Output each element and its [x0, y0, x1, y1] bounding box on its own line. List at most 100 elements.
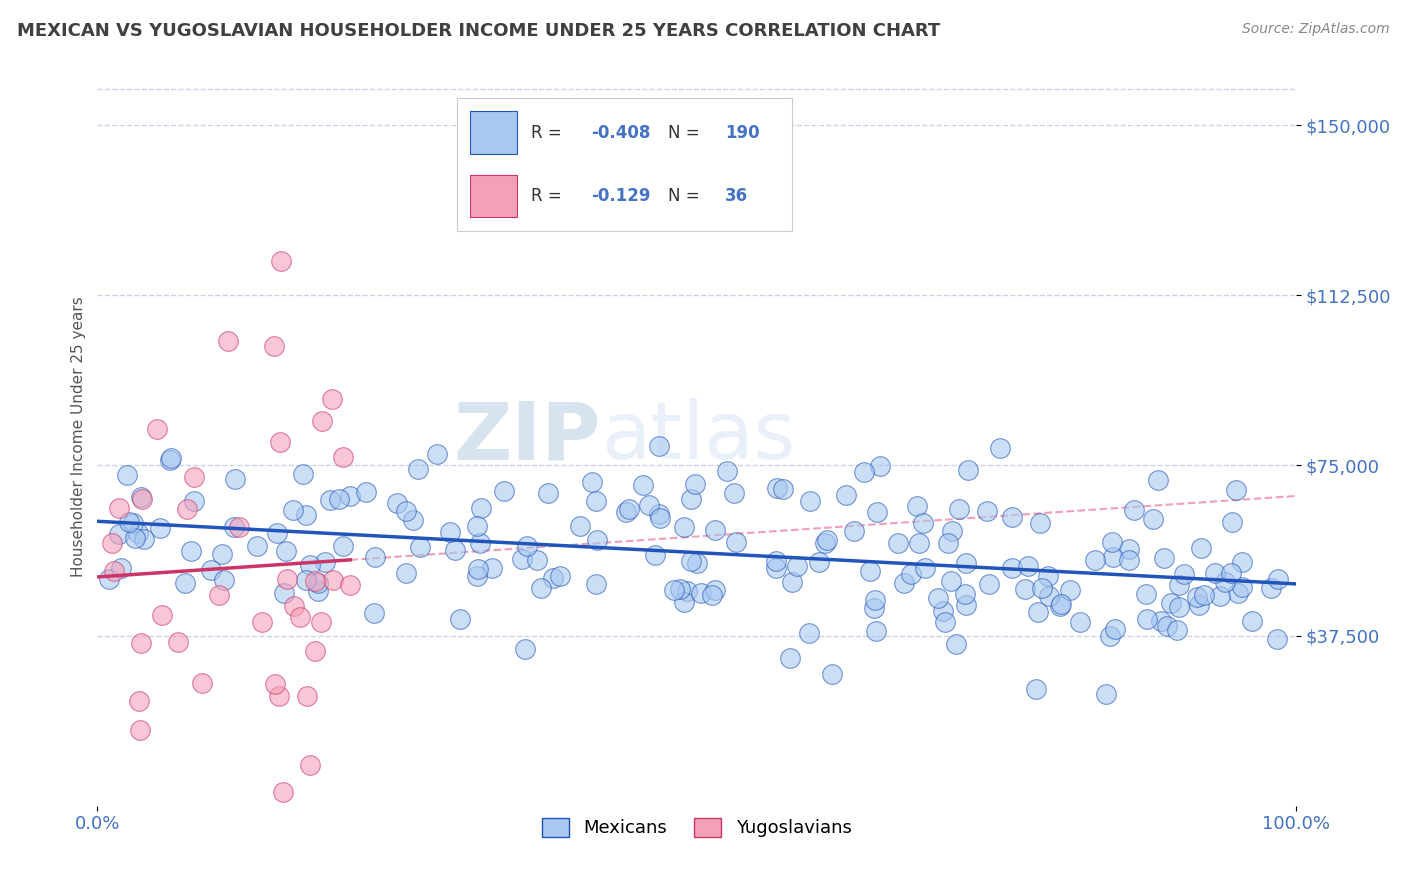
- Point: [676, 584, 699, 599]
- Point: [683, 476, 706, 491]
- Point: [568, 519, 591, 533]
- Point: [700, 588, 723, 602]
- Point: [815, 533, 838, 547]
- Point: [526, 553, 548, 567]
- Point: [321, 392, 343, 407]
- Point: [797, 625, 820, 640]
- Point: [1156, 619, 1178, 633]
- Point: [765, 554, 787, 568]
- Point: [821, 667, 844, 681]
- Point: [948, 502, 970, 516]
- Point: [122, 516, 145, 530]
- Y-axis label: Householder Income Under 25 years: Householder Income Under 25 years: [72, 297, 86, 577]
- Point: [1122, 502, 1144, 516]
- Point: [271, 785, 294, 799]
- Point: [679, 491, 702, 506]
- Point: [647, 439, 669, 453]
- Point: [911, 516, 934, 531]
- Point: [103, 564, 125, 578]
- Point: [955, 598, 977, 612]
- Point: [1101, 535, 1123, 549]
- Point: [110, 561, 132, 575]
- Point: [586, 533, 609, 547]
- Point: [614, 505, 637, 519]
- Point: [98, 572, 121, 586]
- Point: [637, 498, 659, 512]
- Point: [724, 534, 747, 549]
- Point: [953, 587, 976, 601]
- Point: [852, 465, 875, 479]
- Point: [176, 501, 198, 516]
- Point: [945, 637, 967, 651]
- Point: [835, 488, 858, 502]
- Point: [842, 524, 865, 539]
- Point: [364, 549, 387, 564]
- Point: [148, 521, 170, 535]
- Point: [1168, 578, 1191, 592]
- Point: [115, 468, 138, 483]
- Point: [1225, 483, 1247, 497]
- Text: ZIP: ZIP: [454, 398, 600, 476]
- Point: [409, 540, 432, 554]
- Point: [1101, 549, 1123, 564]
- Point: [1049, 599, 1071, 614]
- Point: [941, 524, 963, 538]
- Point: [859, 565, 882, 579]
- Point: [1230, 555, 1253, 569]
- Point: [1265, 632, 1288, 647]
- Point: [681, 554, 703, 568]
- Point: [444, 543, 467, 558]
- Point: [270, 254, 292, 268]
- Point: [283, 599, 305, 613]
- Point: [332, 539, 354, 553]
- Point: [319, 492, 342, 507]
- Point: [311, 414, 333, 428]
- Point: [311, 615, 333, 629]
- Point: [977, 576, 1000, 591]
- Point: [1153, 550, 1175, 565]
- Point: [208, 588, 231, 602]
- Point: [1104, 623, 1126, 637]
- Point: [1095, 687, 1118, 701]
- Point: [936, 536, 959, 550]
- Point: [307, 576, 329, 591]
- Point: [1014, 582, 1036, 596]
- Point: [585, 577, 607, 591]
- Point: [224, 472, 246, 486]
- Point: [295, 573, 318, 587]
- Point: [304, 644, 326, 658]
- Point: [865, 624, 887, 639]
- Point: [266, 526, 288, 541]
- Point: [131, 491, 153, 506]
- Point: [1260, 582, 1282, 596]
- Point: [314, 555, 336, 569]
- Point: [814, 536, 837, 550]
- Point: [1219, 566, 1241, 580]
- Point: [704, 583, 727, 598]
- Point: [1142, 512, 1164, 526]
- Point: [807, 555, 830, 569]
- Point: [134, 532, 156, 546]
- Point: [128, 694, 150, 708]
- Point: [650, 511, 672, 525]
- Point: [669, 582, 692, 596]
- Point: [1099, 629, 1122, 643]
- Point: [914, 561, 936, 575]
- Text: atlas: atlas: [600, 398, 794, 476]
- Point: [492, 483, 515, 498]
- Point: [281, 502, 304, 516]
- Point: [786, 558, 808, 573]
- Point: [1001, 509, 1024, 524]
- Point: [211, 548, 233, 562]
- Point: [673, 595, 696, 609]
- Point: [772, 483, 794, 497]
- Point: [766, 481, 789, 495]
- Point: [1208, 590, 1230, 604]
- Point: [869, 459, 891, 474]
- Point: [941, 574, 963, 588]
- Point: [686, 556, 709, 570]
- Point: [449, 612, 471, 626]
- Point: [328, 491, 350, 506]
- Point: [295, 508, 318, 522]
- Point: [467, 562, 489, 576]
